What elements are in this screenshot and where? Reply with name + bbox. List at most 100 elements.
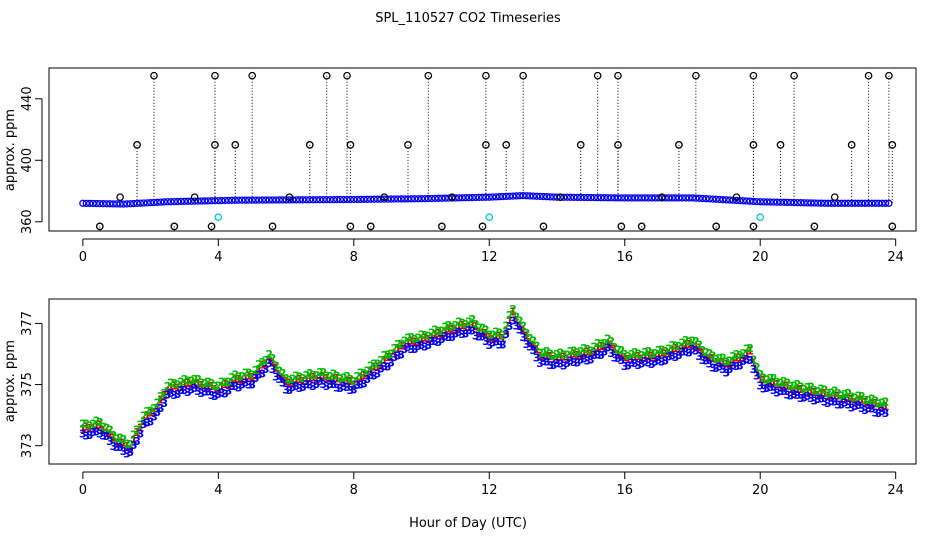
- bottom-series-3-point: 3: [126, 446, 134, 459]
- bottom-series-3-point: 3: [706, 357, 714, 370]
- top-baseline-point: [702, 195, 710, 203]
- top-baseline-point: [177, 197, 185, 206]
- bottom-series-2-point: 2: [641, 346, 649, 359]
- bottom-series-3-point: 3: [157, 402, 165, 415]
- top-baseline-point: [434, 194, 443, 202]
- top-outliers-low-point: [888, 222, 897, 231]
- bottom-series-1-point: 1: [794, 383, 802, 396]
- bottom-series-2-point: 2: [655, 344, 663, 357]
- top-outliers-high-point: [322, 71, 331, 80]
- bottom-series-2-point: 2: [783, 377, 791, 390]
- bottom-series-1-point: 1: [170, 380, 178, 393]
- top-baseline-point: [492, 193, 500, 201]
- bottom-series-1-point: 1: [120, 436, 128, 449]
- bottom-series-3-point: 3: [303, 378, 311, 391]
- top-baseline-point: [512, 192, 521, 200]
- top-baseline-point: [255, 196, 263, 204]
- bottom-series-2-point: 2: [458, 316, 466, 329]
- bottom-series-2-point: 2: [482, 323, 490, 336]
- bottom-series-2-point: 2: [553, 348, 561, 361]
- bottom-series-3-point: 3: [309, 380, 317, 393]
- top-baseline-point: [685, 194, 693, 202]
- bottom-series-2-point: 2: [408, 331, 416, 344]
- bottom-series-3-point: 3: [712, 362, 720, 375]
- bottom-series-1-point: 1: [323, 372, 331, 385]
- bottom-series-3-point: 3: [472, 329, 480, 342]
- top-baseline-point: [881, 199, 890, 207]
- bottom-series-2-point: 2: [215, 379, 223, 392]
- bottom-series-2-point: 2: [689, 335, 697, 348]
- bottom-series-3-point: 3: [868, 403, 876, 416]
- top-x-tick-label: 12: [481, 250, 498, 265]
- bottom-series-2-point: 2: [238, 370, 246, 383]
- top-baseline-point: [624, 194, 632, 202]
- top-baseline-point: [651, 194, 659, 202]
- bottom-series-1-point: 1: [651, 352, 659, 365]
- bottom-series-1-point: 1: [286, 376, 294, 389]
- bottom-series-2-point: 2: [543, 345, 551, 358]
- bottom-series-1-point: 1: [380, 354, 388, 367]
- bottom-series-1-point: 1: [353, 376, 361, 389]
- bottom-series-1-point: 1: [831, 390, 839, 403]
- bottom-series-1-point: 1: [113, 437, 121, 450]
- bottom-series-3-point: 3: [387, 356, 395, 369]
- bottom-series-2-point: 2: [828, 386, 836, 399]
- bottom-series-1-point: 1: [374, 360, 382, 373]
- top-baseline-point: [770, 198, 778, 206]
- bottom-series-2-point: 2: [221, 376, 229, 389]
- top-baseline-point: [251, 196, 260, 204]
- top-baseline-point: [546, 193, 554, 201]
- bottom-series-3-point: 3: [560, 359, 568, 372]
- bottom-series-3-point: 3: [424, 339, 432, 352]
- bottom-series-3-point: 3: [716, 361, 724, 374]
- top-points-mid-low-point: [285, 193, 294, 202]
- bottom-series-2-point: 2: [479, 321, 487, 334]
- chart-title: SPL_110527 CO2 Timeseries: [375, 11, 561, 26]
- top-baseline-point: [529, 192, 537, 200]
- bottom-series-1-point: 1: [201, 382, 209, 395]
- bottom-series-1-point: 1: [770, 376, 778, 389]
- top-baseline-point: [143, 199, 151, 207]
- top-points-mid-low-point: [658, 193, 666, 202]
- bottom-series-2-point: 2: [286, 374, 294, 387]
- bottom-series-1-point: 1: [191, 379, 199, 392]
- bottom-series-1-point: 1: [303, 375, 311, 388]
- top-baseline-point: [204, 197, 212, 205]
- bottom-series-2-point: 2: [292, 369, 300, 382]
- bottom-series-2-point: 2: [790, 379, 798, 392]
- top-baseline-point: [390, 195, 399, 203]
- bottom-series-2-point: 2: [167, 377, 175, 390]
- bottom-series-3-point: 3: [855, 399, 863, 412]
- bottom-series-1-point: 1: [563, 352, 571, 365]
- bottom-series-2-point: 2: [824, 387, 832, 400]
- top-outliers-low-point: [539, 222, 548, 231]
- top-outliers-high-point: [248, 71, 257, 80]
- bottom-series-3-point: 3: [604, 342, 612, 355]
- bottom-series-1-point: 1: [340, 377, 348, 390]
- bottom-series-2-point: 2: [438, 324, 446, 337]
- top-outliers-high-point: [885, 71, 893, 80]
- top-baseline-point: [89, 199, 97, 208]
- bottom-series-1-point: 1: [204, 381, 212, 394]
- bottom-series-3-point: 3: [167, 387, 175, 400]
- bottom-series-2-point: 2: [485, 329, 493, 342]
- bottom-series-2-point: 2: [844, 387, 852, 400]
- bottom-series-3-point: 3: [729, 359, 737, 372]
- bottom-series-1-point: 1: [658, 346, 666, 359]
- bottom-series-1-point: 1: [458, 319, 466, 332]
- bottom-series-1-point: 1: [408, 334, 416, 347]
- bottom-series-1-point: 1: [570, 348, 578, 361]
- bottom-series-3-point: 3: [431, 335, 439, 348]
- bottom-series-2-point: 2: [343, 370, 351, 383]
- bottom-series-3-point: 3: [540, 355, 548, 368]
- top-baseline-point: [871, 199, 880, 207]
- bottom-series-1-point: 1: [736, 352, 744, 365]
- bottom-series-1-point: 1: [861, 396, 869, 409]
- bottom-series-3-point: 3: [292, 380, 300, 393]
- bottom-series-2-point: 2: [546, 347, 554, 360]
- bottom-series-2-point: 2: [275, 365, 283, 378]
- top-baseline-point: [807, 199, 815, 207]
- bottom-series-2-point: 2: [242, 367, 250, 380]
- bottom-series-2-point: 2: [374, 358, 382, 371]
- bottom-series-3-point: 3: [106, 435, 114, 448]
